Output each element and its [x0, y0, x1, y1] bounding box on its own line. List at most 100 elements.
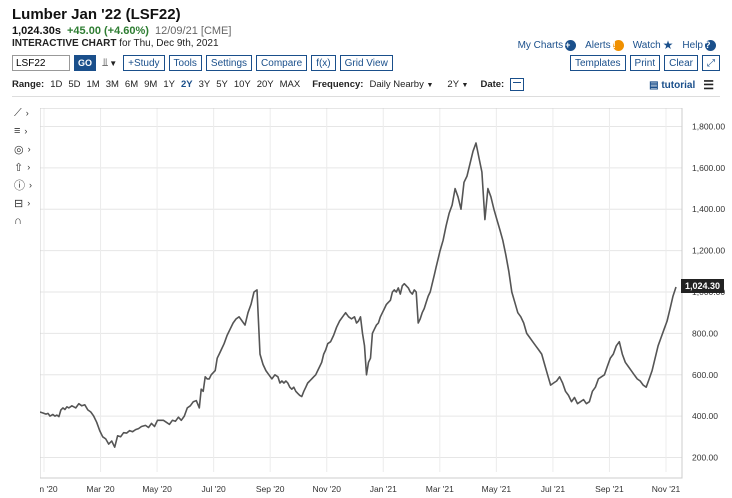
range-option[interactable]: 1D: [50, 78, 63, 90]
y-tick-label: 200.00: [692, 453, 718, 463]
fib-icon: ≡: [14, 125, 21, 137]
fibonacci-tool[interactable]: ≡ ›: [14, 122, 40, 140]
my-charts-label: My Charts: [517, 39, 564, 51]
range-option[interactable]: 1M: [86, 78, 100, 90]
chevron-right-icon: ›: [27, 144, 31, 154]
expand-icon[interactable]: ⤢: [702, 55, 720, 71]
divider: [12, 96, 720, 97]
y-tick-label: 1,400.00: [692, 204, 725, 214]
x-tick-label: May '21: [482, 484, 512, 494]
add-study-button[interactable]: +Study: [123, 55, 165, 71]
tutorial-label: tutorial: [661, 79, 696, 91]
range-option[interactable]: 6M: [124, 78, 139, 90]
measure-tool[interactable]: ⊟ ›: [14, 194, 40, 212]
x-tick-label: Jul '21: [541, 484, 566, 494]
alerts-link[interactable]: Alerts!: [585, 39, 624, 51]
arrow-tool[interactable]: ⇧ ›: [14, 158, 40, 176]
print-button[interactable]: Print: [629, 55, 661, 71]
templates-button[interactable]: Templates: [569, 55, 626, 71]
price-series-line: [40, 142, 677, 448]
drawing-tools: ⟋ › ≡ › ◎ › ⇧ › ⓘ › ⊟ › ∩: [14, 104, 40, 230]
calendar-icon[interactable]: [510, 77, 525, 91]
price-chart[interactable]: 1,800.001,600.001,400.001,200.001,000.00…: [40, 108, 732, 498]
my-charts-link[interactable]: My Charts +: [517, 39, 577, 51]
plus-icon: +: [565, 39, 577, 51]
frequency-label: Frequency:: [312, 78, 364, 90]
range-option[interactable]: 5Y: [216, 78, 228, 90]
range-option[interactable]: 20Y: [256, 78, 274, 90]
range-option[interactable]: 9M: [144, 78, 158, 90]
range-bar: Range: 1D 5D 1M 3M 6M 9M 1Y 2Y 3Y 5Y 10Y 20Y MAX Fre…: [12, 77, 525, 91]
clear-button[interactable]: Clear: [664, 55, 698, 71]
frequency-select[interactable]: Daily Nearby ▼: [369, 79, 433, 90]
chevron-down-icon: ▼: [461, 81, 469, 89]
function-button[interactable]: f(x): [311, 55, 336, 71]
trendline-tool[interactable]: ⟋ ›: [14, 104, 40, 122]
x-tick-label: Sep '20: [256, 484, 285, 494]
y-tick-label: 800.00: [692, 328, 718, 338]
arrow-up-icon: ⇧: [14, 161, 24, 174]
y-tick-label: 600.00: [692, 370, 718, 380]
symbol-input[interactable]: [12, 55, 70, 71]
toolbar-right: Templates Print Clear ⤢: [569, 55, 720, 71]
range-label: Range:: [12, 78, 45, 90]
range-option[interactable]: 10Y: [233, 78, 251, 90]
range-option[interactable]: 1Y: [163, 78, 175, 90]
compare-button[interactable]: Compare: [256, 55, 308, 71]
chart-type-selector[interactable]: ⫫ ▼: [102, 57, 117, 70]
range-option[interactable]: 2Y: [180, 78, 193, 90]
menu-icon[interactable]: ☰: [703, 78, 714, 92]
question-icon: ?: [705, 39, 716, 51]
range-option[interactable]: 3M: [105, 78, 119, 90]
x-tick-label: Sep '21: [595, 484, 624, 494]
period-value: 2Y: [447, 78, 459, 90]
y-tick-label: 400.00: [692, 411, 718, 421]
y-tick-label: 1,600.00: [692, 163, 725, 173]
x-tick-label: Mar '20: [87, 484, 115, 494]
range-option[interactable]: 5D: [68, 78, 81, 90]
range-option[interactable]: 3Y: [198, 78, 211, 90]
chart-subtitle: INTERACTIVE CHART for Thu, Dec 9th, 2021: [12, 38, 219, 49]
tutorial-link[interactable]: ▤ tutorial: [649, 80, 695, 91]
date-label: Date:: [480, 78, 505, 90]
x-tick-label: Mar '21: [426, 484, 454, 494]
help-label: Help: [682, 39, 703, 51]
annotation-tool[interactable]: ⓘ ›: [14, 176, 40, 194]
magnet-icon: ∩: [14, 215, 22, 227]
film-icon: ▤: [649, 79, 659, 91]
top-links: My Charts + Alerts! Watch ★ Help?: [518, 38, 716, 52]
x-tick-label: Nov '20: [312, 484, 341, 494]
tools-button[interactable]: Tools: [168, 55, 202, 71]
candlestick-icon: ⫫: [102, 56, 109, 69]
page-title: Lumber Jan '22 (LSF22): [12, 6, 181, 23]
chart-date: for Thu, Dec 9th, 2021: [119, 38, 219, 49]
range-option[interactable]: MAX: [279, 78, 301, 90]
range-options: 1D 5D 1M 3M 6M 9M 1Y 2Y 3Y 5Y 10Y 20Y MAX: [50, 79, 300, 90]
settings-button[interactable]: Settings: [205, 55, 253, 71]
last-price: 1,024.30s: [12, 25, 61, 37]
x-tick-label: Jan '21: [370, 484, 397, 494]
period-select[interactable]: 2Y ▼: [447, 79, 468, 90]
chevron-right-icon: ›: [25, 108, 29, 118]
chevron-right-icon: ›: [27, 198, 31, 208]
chevron-right-icon: ›: [29, 180, 32, 190]
x-tick-label: Nov '21: [652, 484, 681, 494]
watch-link[interactable]: Watch ★: [633, 38, 674, 52]
tutorial-area: ▤ tutorial ☰: [649, 78, 714, 92]
x-tick-label: Jul '20: [201, 484, 226, 494]
go-button[interactable]: GO: [74, 55, 97, 71]
watch-label: Watch: [632, 39, 661, 51]
shapes-tool[interactable]: ◎ ›: [14, 140, 40, 158]
line-icon: ⟋: [14, 106, 22, 119]
last-price-label: 1,024.30: [680, 279, 724, 293]
info-icon: ⓘ: [14, 180, 25, 192]
grid-view-button[interactable]: Grid View: [339, 55, 393, 71]
y-tick-label: 1,800.00: [692, 121, 725, 131]
star-icon: ★: [662, 38, 674, 52]
magnet-tool[interactable]: ∩: [14, 212, 40, 230]
alert-icon: !: [612, 39, 624, 51]
chevron-down-icon: ▼: [426, 81, 434, 89]
measure-icon: ⊟: [14, 197, 24, 210]
chevron-right-icon: ›: [24, 126, 28, 136]
help-link[interactable]: Help?: [682, 39, 716, 51]
